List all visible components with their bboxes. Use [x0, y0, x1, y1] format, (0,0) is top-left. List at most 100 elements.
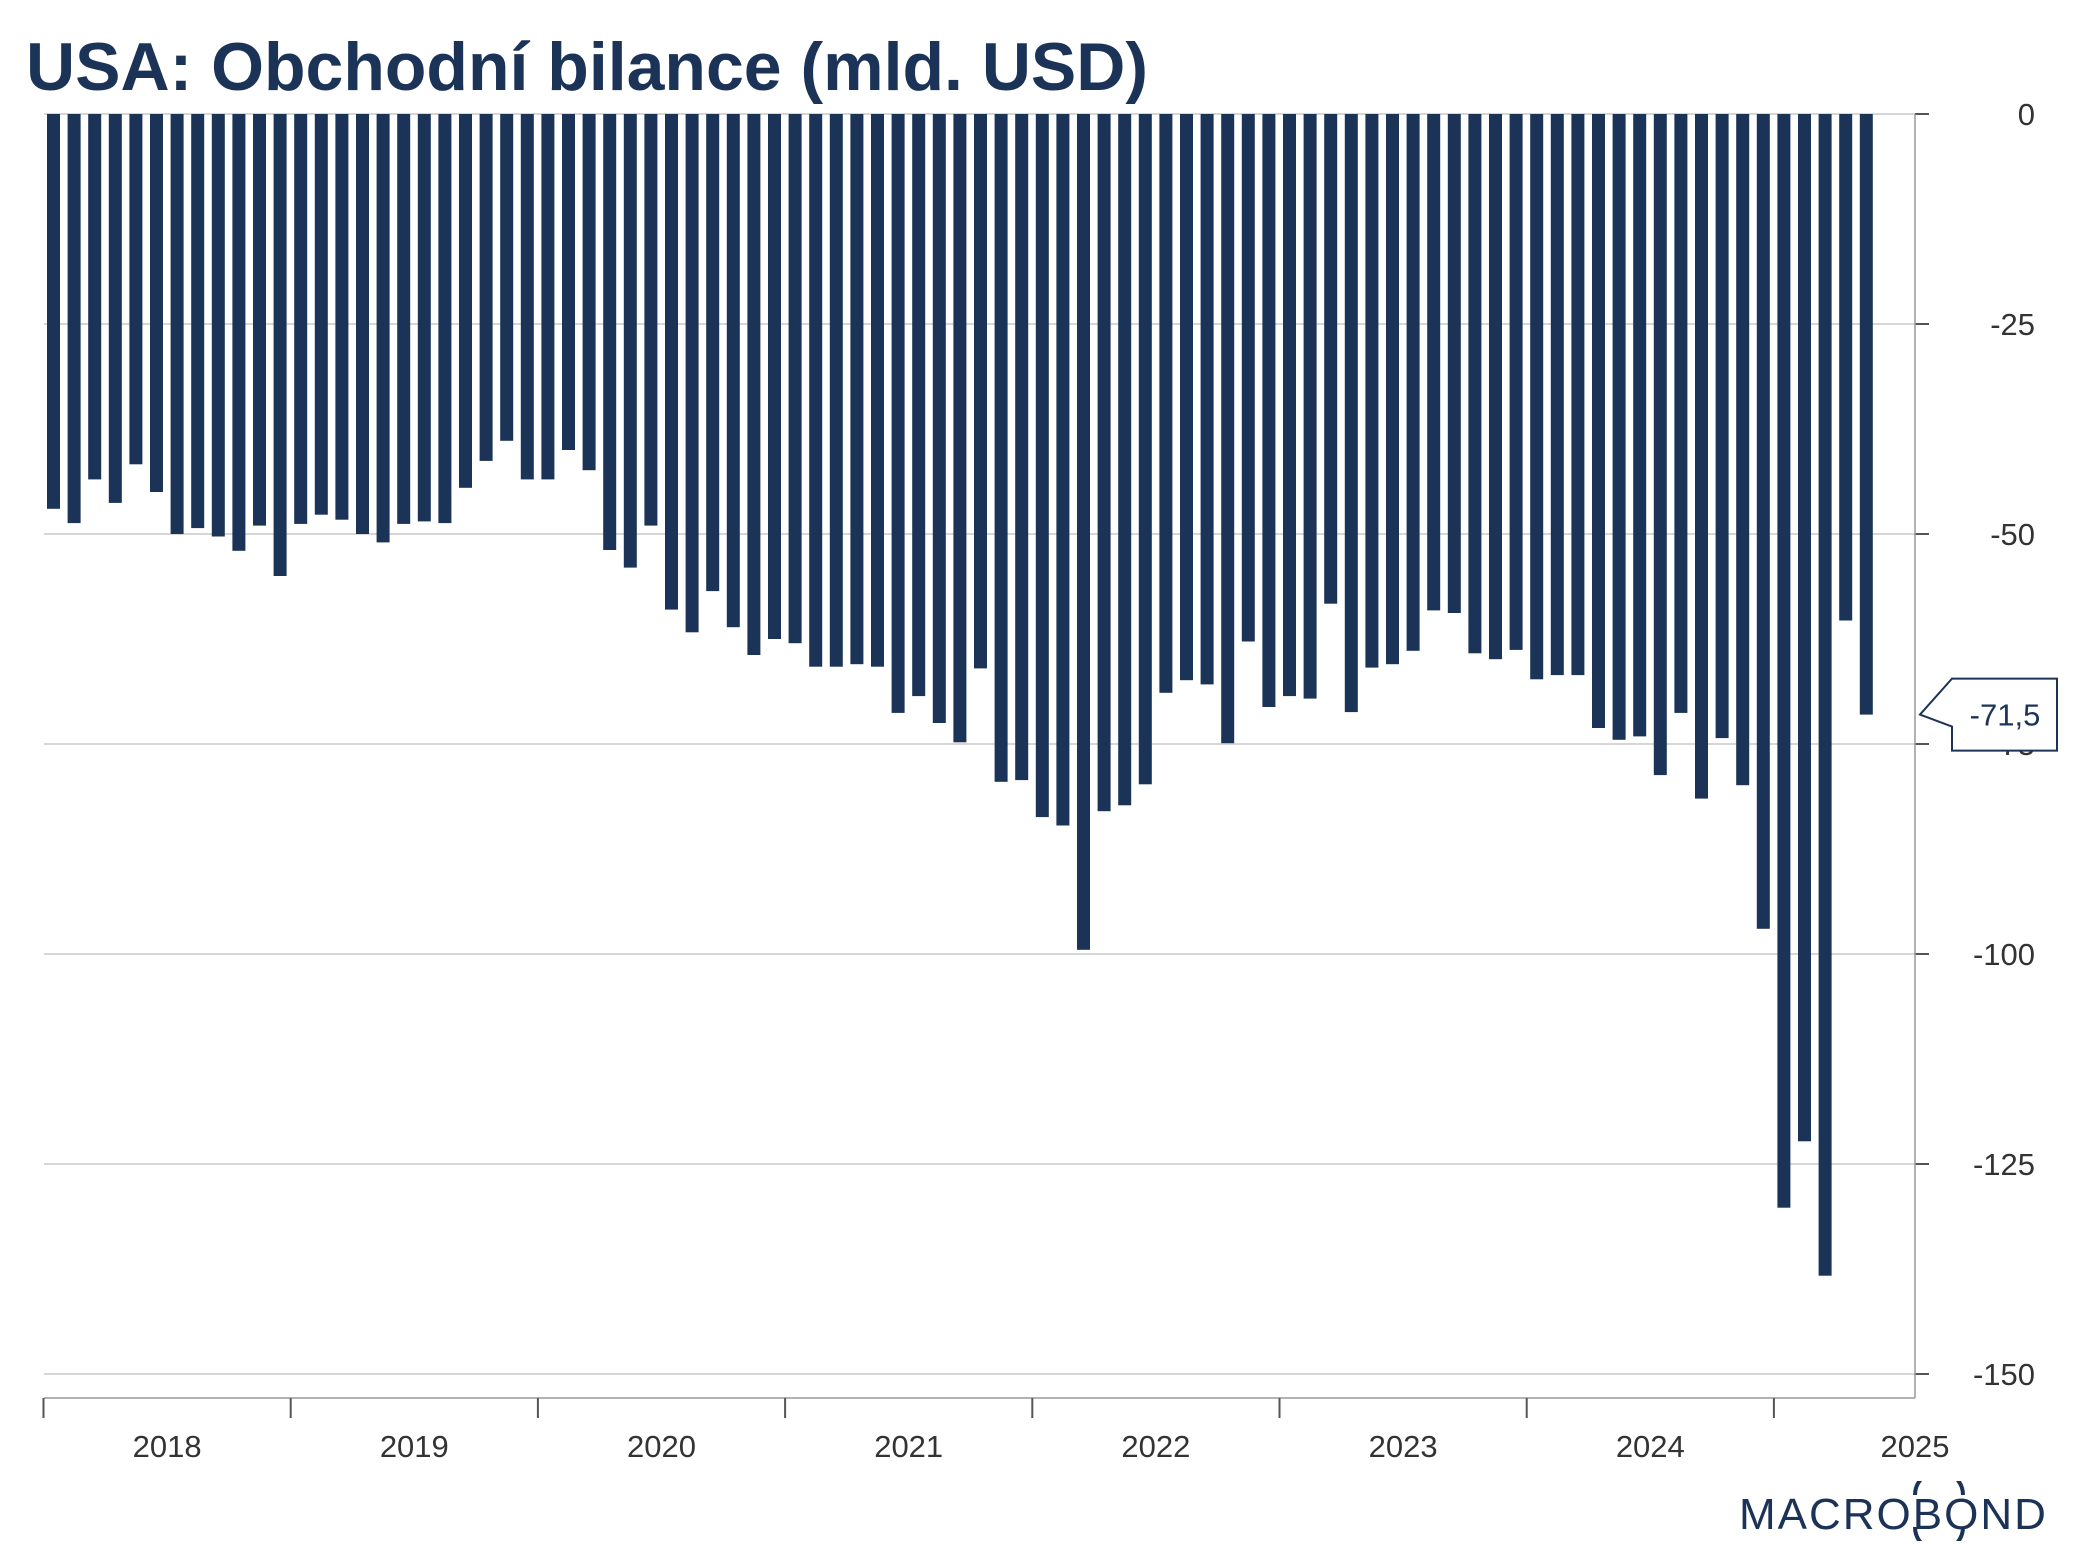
bar [562, 114, 575, 450]
bar [335, 114, 349, 520]
bar [232, 114, 246, 551]
bar [1777, 114, 1791, 1208]
bar [1530, 114, 1544, 680]
bar [1283, 114, 1296, 697]
bar [1035, 114, 1049, 818]
bar [1056, 114, 1070, 826]
bar [1406, 114, 1420, 651]
bar [932, 114, 946, 723]
bar [582, 114, 596, 471]
bar [67, 114, 81, 524]
bar [974, 114, 987, 669]
bar [1736, 114, 1750, 786]
x-tick-label: 2019 [380, 1429, 449, 1464]
bar [520, 114, 534, 480]
bar [1612, 114, 1626, 740]
last-value-label: -71,5 [1970, 698, 2041, 733]
y-tick-label: -125 [1973, 1147, 2035, 1182]
y-tick-label: -150 [1973, 1357, 2035, 1392]
bar [1097, 114, 1111, 812]
x-tick-label: 2022 [1121, 1429, 1190, 1464]
bar [706, 114, 720, 592]
bar [211, 114, 225, 537]
bar [1468, 114, 1482, 654]
bar [541, 114, 555, 480]
bar [829, 114, 843, 667]
bar [871, 114, 884, 667]
bar [459, 114, 472, 488]
y-tick-label: -50 [1990, 517, 2035, 552]
bar [47, 114, 60, 509]
bar [88, 114, 102, 480]
bar [438, 114, 452, 524]
bar [1365, 114, 1379, 668]
bar [1303, 114, 1317, 699]
value-callout: -71,5 [1918, 677, 2058, 752]
bar [314, 114, 328, 515]
bar [1592, 114, 1605, 728]
bar [603, 114, 617, 550]
bar [1262, 114, 1276, 707]
bar [129, 114, 143, 465]
y-tick-label: -100 [1973, 937, 2035, 972]
bar [1489, 114, 1502, 660]
bar [809, 114, 823, 667]
bar [747, 114, 761, 655]
y-tick-label: -25 [1990, 307, 2035, 342]
bar [1756, 114, 1770, 929]
bar [1633, 114, 1647, 737]
bar [1715, 114, 1729, 739]
bar [1180, 114, 1193, 681]
x-tick-label: 2020 [627, 1429, 696, 1464]
chart-title: USA: Obchodní bilance (mld. USD) [26, 29, 1149, 105]
bar [356, 114, 369, 534]
bar [1818, 114, 1832, 1276]
bar [1509, 114, 1523, 650]
bar [397, 114, 411, 524]
bar [1386, 114, 1399, 665]
x-tick-label: 2024 [1616, 1429, 1685, 1464]
bar [1839, 114, 1853, 621]
bar [1550, 114, 1564, 676]
bar [623, 114, 637, 568]
bar [1798, 114, 1811, 1142]
bar [150, 114, 163, 492]
bar [768, 114, 781, 639]
bar [912, 114, 926, 697]
macrobond-logo: MACROBOND [1739, 1469, 2069, 1553]
bar [500, 114, 514, 441]
bar [1015, 114, 1029, 781]
bar [891, 114, 905, 713]
bar [253, 114, 266, 526]
bar [726, 114, 740, 628]
bar [479, 114, 493, 461]
bar [994, 114, 1008, 782]
bar [1324, 114, 1338, 604]
logo-text: MACROBOND [1739, 1490, 2048, 1539]
bar [1138, 114, 1152, 785]
bar [1859, 114, 1873, 715]
bar [1159, 114, 1173, 693]
bar [294, 114, 308, 524]
bar [1571, 114, 1585, 676]
bar [1241, 114, 1255, 642]
bar [170, 114, 184, 534]
bar [417, 114, 431, 522]
x-tick-label: 2021 [874, 1429, 943, 1464]
bar [1344, 114, 1358, 713]
bar [850, 114, 864, 665]
bar [108, 114, 122, 503]
bar [1200, 114, 1214, 685]
bar [665, 114, 678, 610]
bar [1447, 114, 1461, 613]
bar [1118, 114, 1132, 806]
bar [644, 114, 658, 526]
bar [1221, 114, 1235, 744]
bar [273, 114, 287, 576]
x-tick-label: 2018 [133, 1429, 202, 1464]
bar [788, 114, 802, 644]
bar [1674, 114, 1688, 713]
bar [1653, 114, 1667, 776]
bar [953, 114, 967, 743]
